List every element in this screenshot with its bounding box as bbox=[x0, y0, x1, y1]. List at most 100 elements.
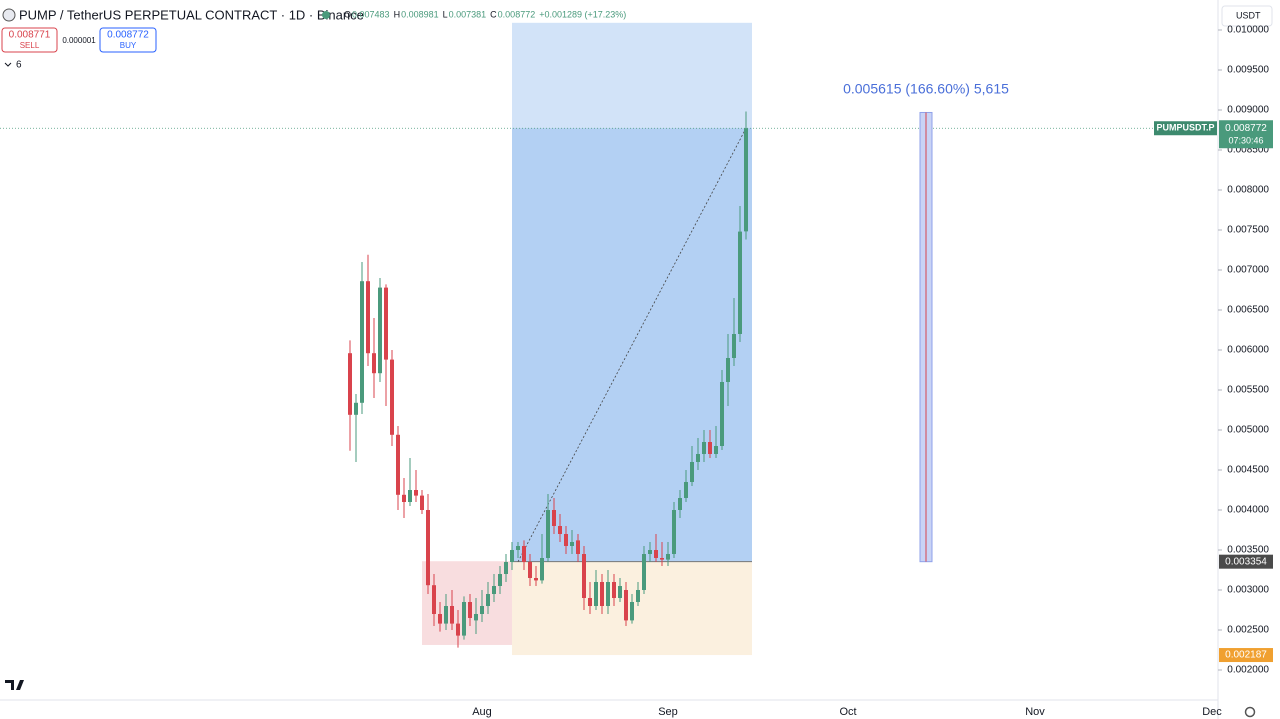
buy-price: 0.008772 bbox=[107, 30, 149, 41]
settings-icon[interactable] bbox=[1244, 706, 1256, 718]
collapse-icon[interactable] bbox=[4, 62, 12, 67]
status-dot bbox=[322, 11, 330, 19]
legend-key: L bbox=[443, 9, 448, 19]
entry-tag: 0.003354 bbox=[1225, 556, 1267, 567]
x-tick-label: Oct bbox=[839, 706, 856, 718]
candle-body bbox=[516, 546, 520, 550]
candle-body bbox=[570, 542, 574, 546]
last-price-tag-bg bbox=[1219, 120, 1273, 149]
x-tick-label: Nov bbox=[1025, 706, 1045, 718]
candle-body bbox=[480, 606, 484, 614]
candle-body bbox=[432, 585, 436, 614]
candle-body bbox=[360, 281, 364, 403]
candle-body bbox=[606, 582, 610, 606]
sell-button[interactable] bbox=[1, 27, 58, 53]
candle-body bbox=[642, 554, 646, 590]
candle-body bbox=[666, 554, 670, 560]
y-tick-label: 0.009500 bbox=[1227, 65, 1269, 76]
candle-body bbox=[630, 602, 634, 621]
candle-body bbox=[534, 578, 538, 581]
candle-body bbox=[420, 495, 424, 510]
candle-body bbox=[738, 231, 742, 334]
spread: 0.000001 bbox=[62, 36, 96, 45]
x-tick-label: Sep bbox=[658, 706, 678, 718]
candle-body bbox=[396, 434, 400, 495]
legend-key: O bbox=[344, 9, 351, 19]
legend-change: +0.001289 (+17.23%) bbox=[539, 9, 626, 19]
candle-body bbox=[408, 490, 412, 502]
last-price-tag: 0.008772 bbox=[1225, 123, 1267, 134]
candle-body bbox=[612, 582, 616, 598]
candle-body bbox=[510, 550, 514, 562]
candle-body bbox=[468, 602, 472, 618]
candle-body bbox=[732, 334, 736, 358]
y-tick-label: 0.004500 bbox=[1227, 465, 1269, 476]
candle-body bbox=[726, 358, 730, 382]
y-tick-label: 0.010000 bbox=[1227, 25, 1269, 36]
position-path bbox=[517, 128, 747, 562]
candle-body bbox=[504, 562, 508, 574]
y-tick-label: 0.009000 bbox=[1227, 105, 1269, 116]
candle-body bbox=[384, 287, 388, 360]
candle-body bbox=[474, 614, 478, 621]
candle-body bbox=[672, 510, 676, 554]
stop-tag: 0.002187 bbox=[1225, 650, 1267, 661]
currency-button[interactable] bbox=[1221, 5, 1273, 27]
y-tick-label: 0.002000 bbox=[1227, 665, 1269, 676]
symbol-icon[interactable] bbox=[2, 8, 16, 22]
candle-body bbox=[696, 454, 700, 462]
candle-body bbox=[462, 602, 466, 636]
plot-area: 0.005615 (166.60%) 5,615 bbox=[0, 22, 1218, 656]
y-tick-label: 0.007000 bbox=[1227, 265, 1269, 276]
candle-body bbox=[522, 546, 526, 562]
candle-body bbox=[660, 558, 664, 560]
candle-body bbox=[576, 540, 580, 554]
y-tick-label: 0.006500 bbox=[1227, 305, 1269, 316]
symbol-tag: PUMPUSDT.P bbox=[1156, 123, 1214, 133]
y-tick-label: 0.003000 bbox=[1227, 585, 1269, 596]
candle-body bbox=[426, 510, 430, 586]
legend-value: 0.008981 bbox=[401, 9, 439, 19]
countdown: 07:30:46 bbox=[1228, 136, 1263, 146]
y-tick-label: 0.002500 bbox=[1227, 625, 1269, 636]
logo[interactable] bbox=[5, 680, 24, 690]
candle-body bbox=[492, 586, 496, 594]
candle-body bbox=[414, 490, 418, 496]
candle-body bbox=[600, 582, 604, 606]
stop-tag-bg bbox=[1219, 648, 1273, 663]
candle-body bbox=[378, 287, 382, 374]
currency[interactable]: USDT bbox=[1236, 10, 1261, 20]
candle-body bbox=[690, 462, 694, 482]
candle-body bbox=[708, 442, 712, 454]
legend-value: 0.007483 bbox=[352, 9, 390, 19]
buy-button[interactable] bbox=[99, 27, 157, 53]
candle-body bbox=[546, 510, 550, 558]
candle-body bbox=[450, 606, 454, 624]
chart-title[interactable]: PUMP / TetherUS PERPETUAL CONTRACT · 1D … bbox=[19, 7, 364, 22]
entry-tag-bg bbox=[1219, 554, 1273, 569]
ohlc-legend: O 0.007483 H 0.008981 L 0.007381 C 0.008772 +0.0… bbox=[344, 9, 626, 19]
y-tick-label: 0.007500 bbox=[1227, 225, 1269, 236]
indicator-count[interactable]: 6 bbox=[16, 60, 22, 71]
candle-body bbox=[354, 402, 358, 415]
candle-body bbox=[582, 554, 586, 598]
candle-body bbox=[558, 526, 562, 534]
candle-body bbox=[390, 359, 394, 435]
y-tick-label: 0.005000 bbox=[1227, 425, 1269, 436]
legend-key: H bbox=[394, 9, 401, 19]
legend-value: 0.007381 bbox=[449, 9, 487, 19]
sell-price: 0.008771 bbox=[9, 30, 51, 41]
candle-body bbox=[564, 534, 568, 546]
measure-label: 0.005615 (166.60%) 5,615 bbox=[843, 81, 1009, 97]
symbol-tag-bg bbox=[1154, 121, 1217, 136]
y-tick-label: 0.006000 bbox=[1227, 345, 1269, 356]
candle-body bbox=[624, 590, 628, 621]
x-tick-label: Dec bbox=[1202, 706, 1222, 718]
candle-body bbox=[486, 594, 490, 606]
candle-body bbox=[402, 494, 406, 502]
candle-body bbox=[702, 442, 706, 454]
candle-body bbox=[456, 623, 460, 636]
y-axis: 0.002000 0.002500 0.003000 0.003500 0.004000… bbox=[1154, 25, 1273, 676]
